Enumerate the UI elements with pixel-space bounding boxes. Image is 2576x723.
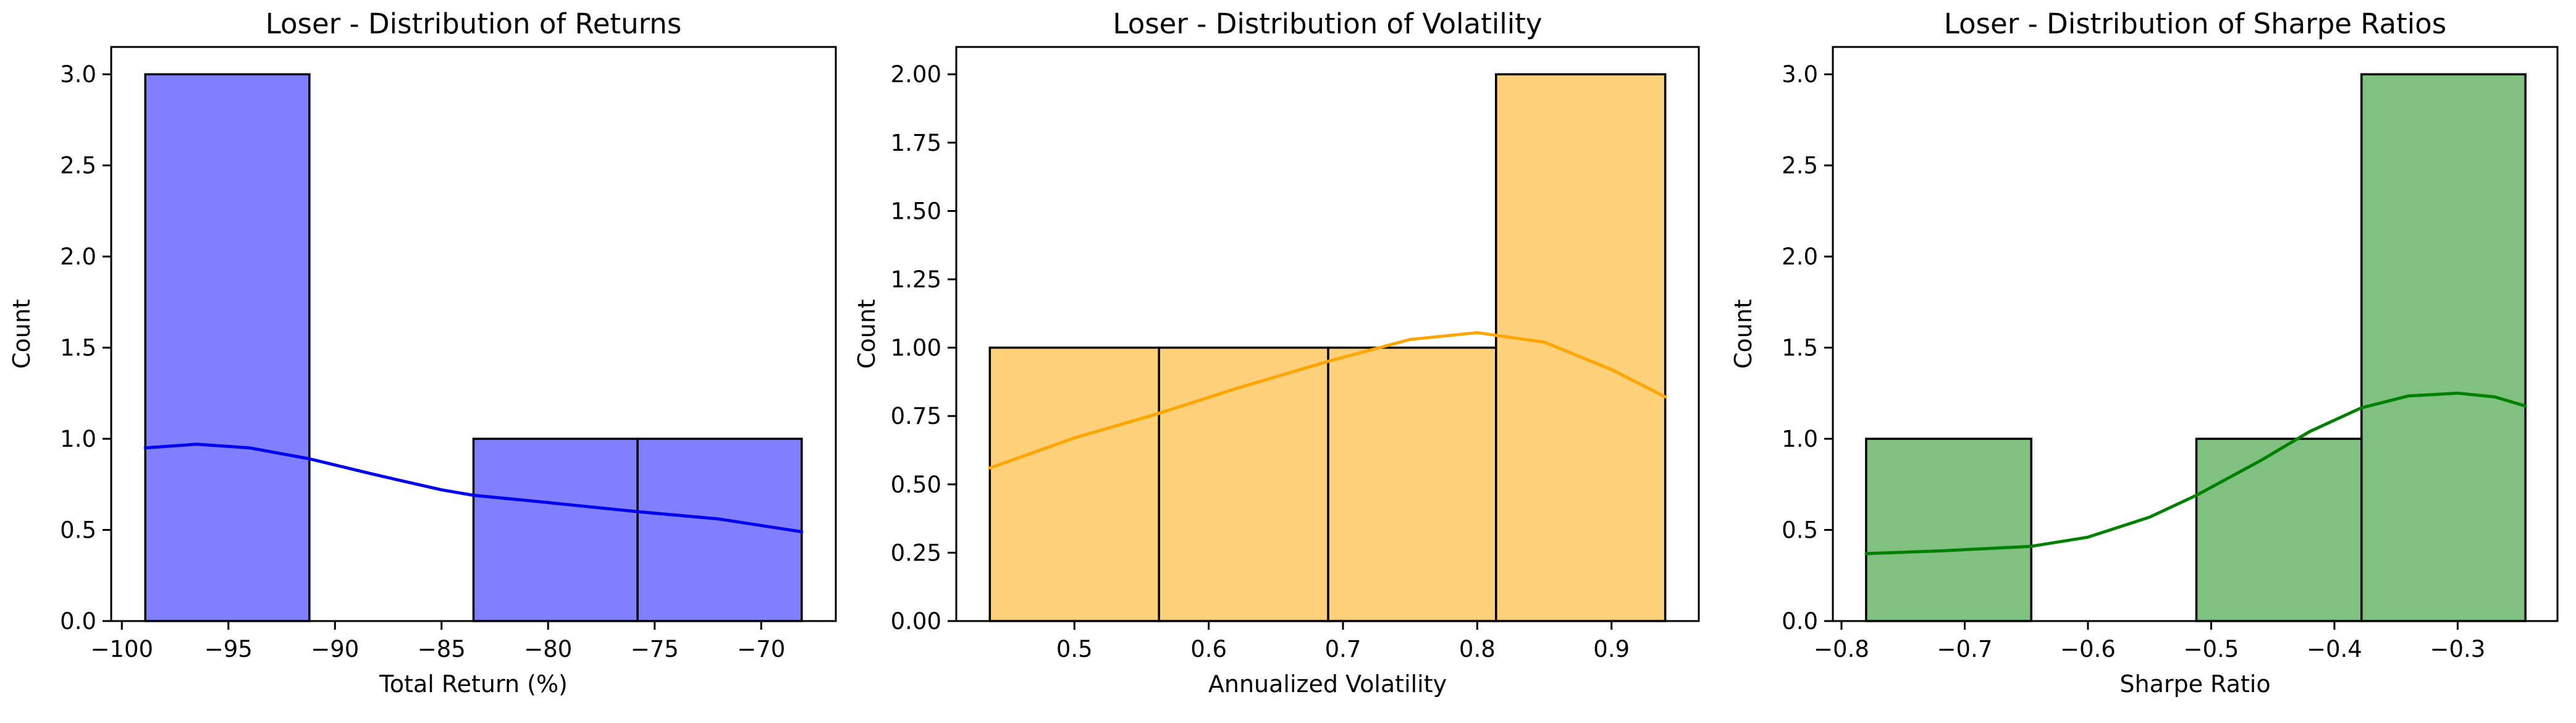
x-tick-label: −0.5 [2184, 636, 2239, 662]
histogram-bar [2360, 73, 2527, 622]
x-tick-label: 0.8 [1459, 636, 1496, 662]
x-axis-label: Total Return (%) [379, 670, 568, 698]
y-tick-label: 1.0 [60, 426, 96, 452]
x-tick-label: −95 [204, 636, 253, 662]
y-tick-label: 1.75 [891, 130, 941, 156]
chart-title: Loser - Distribution of Volatility [1113, 7, 1542, 40]
histogram-bar [472, 438, 639, 622]
x-tick-label: −90 [311, 636, 359, 662]
y-tick-label: 0.5 [1782, 517, 1818, 544]
x-tick-label: −100 [90, 636, 153, 662]
histogram-bar [144, 73, 311, 622]
histogram-bar [1327, 346, 1497, 622]
y-tick-label: 0.25 [891, 539, 941, 566]
kde-line [988, 331, 1667, 470]
y-tick-label: 0.75 [891, 403, 941, 429]
x-tick-label: −75 [631, 636, 679, 662]
x-axis-label: Annualized Volatility [1208, 670, 1447, 698]
y-tick-label: 3.0 [60, 61, 96, 88]
x-tick-label: −0.6 [2060, 636, 2116, 662]
x-tick-label: 0.9 [1593, 636, 1630, 662]
histogram-bar [1865, 438, 2032, 622]
histogram-bar [988, 346, 1160, 622]
x-tick-label: −0.4 [2307, 636, 2362, 662]
x-tick-label: −85 [418, 636, 466, 662]
axes-frame [1832, 46, 2559, 622]
x-tick-label: −0.3 [2430, 636, 2485, 662]
chart-title: Loser - Distribution of Returns [266, 7, 682, 40]
x-tick-label: −70 [737, 636, 785, 662]
y-tick-label: 1.5 [60, 335, 96, 362]
x-tick-label: −0.8 [1814, 636, 1869, 662]
y-tick-label: 1.5 [1782, 335, 1818, 362]
y-axis-label: Count [853, 299, 880, 369]
chart-panel-2: 0.5 0.6 0.7 0.8 0.9 0.00 0.25 0.50 0.75 1.00 1.25 1… [853, 7, 1700, 698]
x-tick-label: −0.7 [1937, 636, 1993, 662]
chart-panel-3: −0.8 −0.7 −0.6 −0.5 −0.4 −0.3 0.0 0.5 1.0 1.5 2.0 2… [1730, 7, 2559, 698]
y-tick-label: 1.50 [891, 198, 941, 224]
y-tick-label: 3.0 [1782, 61, 1818, 88]
y-tick-label: 0.0 [60, 608, 96, 635]
y-tick-label: 0.0 [1782, 608, 1818, 635]
x-tick-label: 0.5 [1056, 636, 1093, 662]
chart-panel-1: −100 −95 −90 −85 −80 −75 −70 0.0 0.5 1.0 1.5 2.0 2.5… [8, 7, 837, 698]
x-tick-label: 0.6 [1190, 636, 1227, 662]
histogram-bar [636, 438, 803, 622]
y-tick-label: 2.5 [60, 153, 96, 179]
y-tick-label: 0.00 [891, 608, 941, 635]
y-tick-label: 0.50 [891, 471, 941, 498]
kde-line [1864, 391, 2527, 556]
histogram-bar [1495, 73, 1667, 622]
y-tick-label: 2.0 [1782, 243, 1818, 270]
y-tick-label: 1.00 [891, 335, 941, 362]
y-axis-label: Count [1730, 299, 1757, 369]
histogram-bar [1158, 346, 1329, 622]
x-tick-label: −80 [524, 636, 572, 662]
y-tick-label: 0.5 [60, 517, 96, 544]
chart-title: Loser - Distribution of Sharpe Ratios [1944, 7, 2447, 40]
histogram-bar [2195, 438, 2363, 622]
kde-line [143, 442, 804, 533]
y-tick-label: 2.00 [891, 61, 941, 88]
y-tick-label: 2.0 [60, 243, 96, 270]
y-tick-label: 1.0 [1782, 426, 1818, 452]
y-tick-label: 1.25 [891, 266, 941, 293]
x-axis-label: Sharpe Ratio [2119, 670, 2270, 698]
y-axis-label: Count [8, 299, 35, 369]
axes-frame [110, 46, 837, 622]
y-tick-label: 2.5 [1782, 153, 1818, 179]
x-tick-label: 0.7 [1325, 636, 1362, 662]
axes-frame [955, 46, 1700, 622]
